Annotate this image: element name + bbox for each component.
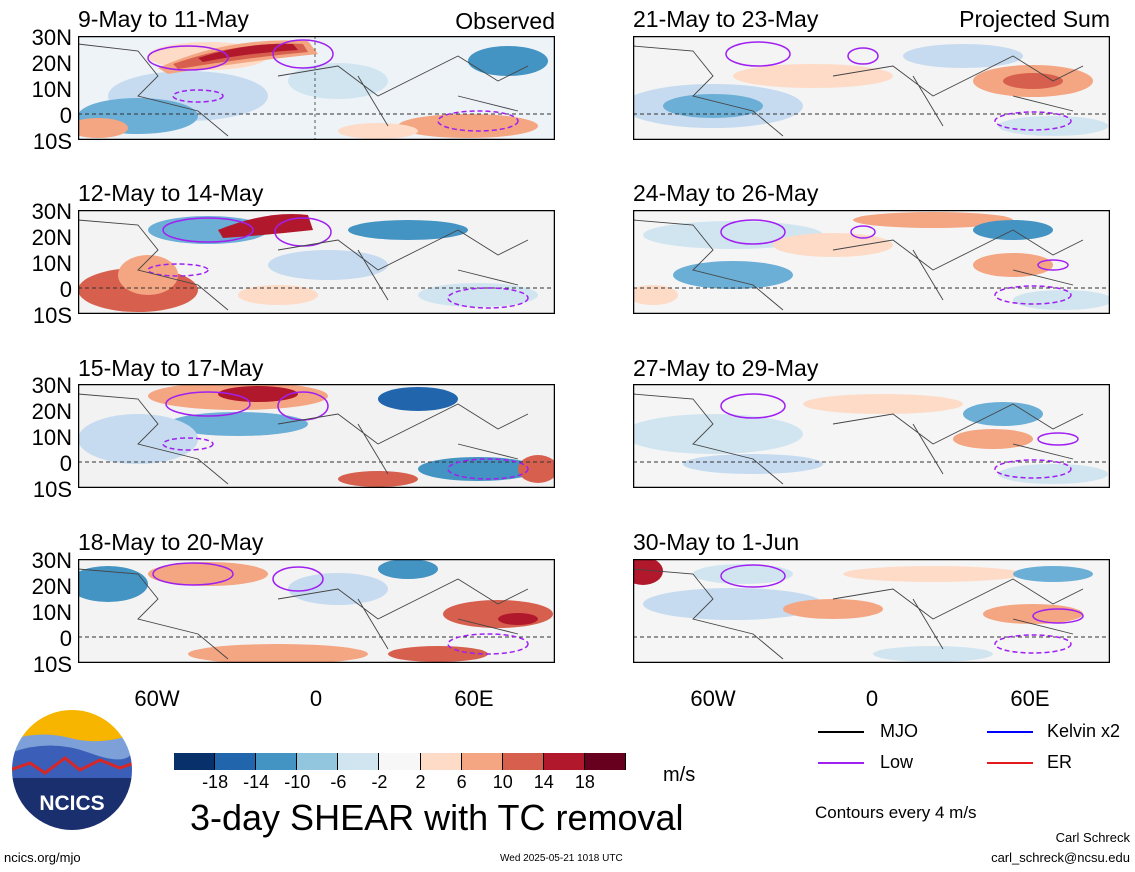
- lat-label: 10N: [31, 251, 72, 276]
- lat-label: 0: [59, 277, 72, 302]
- lon-label: 0: [865, 686, 879, 711]
- colorbar: -18 -14 -10 -6 -2 2 6 10 14 18: [174, 753, 626, 799]
- lat-label: 10N: [31, 425, 72, 450]
- lat-label: 10S: [32, 129, 72, 154]
- colorbar-tick-label: 6: [456, 772, 467, 792]
- lat-label: 0: [59, 103, 72, 128]
- lat-label: 10S: [32, 652, 72, 677]
- lat-label: 0: [59, 626, 72, 651]
- colorbar-cell: [584, 753, 626, 770]
- lat-label: 20N: [31, 225, 72, 250]
- panel-7: [633, 384, 1110, 488]
- colorbar-cell: [502, 753, 544, 770]
- lat-label: 0: [59, 451, 72, 476]
- shear-map-5: [633, 36, 1110, 140]
- colorbar-units: m/s: [663, 764, 696, 786]
- lon-label: 60E: [1010, 686, 1050, 711]
- footer-author: Carl Schreck: [1055, 830, 1130, 845]
- panel-6-title: 24-May to 26-May: [633, 180, 819, 206]
- footer-timestamp: Wed 2025-05-21 1018 UTC: [500, 853, 623, 864]
- panel-2: [78, 210, 555, 314]
- panel-1-title: 9-May to 11-May: [78, 6, 249, 32]
- lat-label: 30N: [31, 548, 72, 573]
- panel-1-label: Observed: [455, 8, 555, 34]
- logo-text: NCICS: [39, 792, 104, 815]
- lat-label: 30N: [31, 199, 72, 224]
- lon-label: 60W: [134, 686, 180, 711]
- figure-title: 3-day SHEAR with TC removal: [190, 797, 684, 838]
- lat-label: 30N: [31, 373, 72, 398]
- lat-label: 10N: [31, 600, 72, 625]
- colorbar-cell: [420, 753, 462, 770]
- colorbar-tick-label: 2: [415, 772, 426, 792]
- colorbar-tick-label: -18: [202, 772, 229, 792]
- contour-note: Contours every 4 m/s: [815, 803, 977, 822]
- lat-label: 20N: [31, 574, 72, 599]
- shear-map-4: [78, 559, 555, 663]
- panel-8-title: 30-May to 1-Jun: [633, 529, 800, 555]
- colorbar-tick-label: -2: [371, 772, 388, 792]
- panel-7-title: 27-May to 29-May: [633, 355, 819, 381]
- footer-email[interactable]: carl_schreck@ncsu.edu: [991, 850, 1130, 865]
- lon-label: 60W: [690, 686, 736, 711]
- panel-3: [78, 384, 555, 488]
- panel-5-label: Projected Sum: [959, 6, 1110, 32]
- panel-6: [633, 210, 1110, 314]
- panel-4-title: 18-May to 20-May: [78, 529, 264, 555]
- panel-4: [78, 559, 555, 663]
- legend-er-label: ER: [1047, 752, 1073, 772]
- shear-map-2: [78, 210, 555, 314]
- legend-mjo-label: MJO: [880, 721, 918, 741]
- legend-kelvin-line: [987, 731, 1033, 733]
- colorbar-cell: [379, 753, 421, 770]
- panel-3-title: 15-May to 17-May: [78, 355, 264, 381]
- panel-8: [633, 559, 1110, 663]
- colorbar-cell: [256, 753, 298, 770]
- colorbar-tick-label: 18: [574, 772, 595, 792]
- shear-map-7: [633, 384, 1110, 488]
- panel-2-title: 12-May to 14-May: [78, 180, 264, 206]
- shear-map-6: [633, 210, 1110, 314]
- legend-er-line: [987, 762, 1033, 764]
- colorbar-cell: [174, 753, 216, 770]
- lat-label: 30N: [31, 25, 72, 50]
- lat-label: 10S: [32, 477, 72, 502]
- shear-map-8: [633, 559, 1110, 663]
- colorbar-cell: [461, 753, 503, 770]
- colorbar-tick-label: -10: [284, 772, 311, 792]
- lon-label: 0: [309, 686, 323, 711]
- colorbar-cell: [543, 753, 585, 770]
- footer-url[interactable]: ncics.org/mjo: [4, 850, 81, 865]
- colorbar-cell: [338, 753, 380, 770]
- lon-label: 60E: [454, 686, 494, 711]
- legend-kelvin-label: Kelvin x2: [1047, 721, 1121, 741]
- panel-1: [78, 36, 555, 140]
- lat-label: 20N: [31, 51, 72, 76]
- shear-map-1: [78, 36, 555, 140]
- ncics-logo: NCICS: [10, 708, 134, 832]
- lat-label: 10N: [31, 77, 72, 102]
- colorbar-tick-label: -14: [243, 772, 270, 792]
- panel-5-title: 21-May to 23-May: [633, 6, 819, 32]
- colorbar-tick-label: 10: [492, 772, 513, 792]
- colorbar-tick-label: 14: [533, 772, 554, 792]
- legend-mjo-line: [818, 731, 864, 733]
- legend-low-label: Low: [880, 752, 914, 772]
- colorbar-cell: [215, 753, 257, 770]
- lat-label: 10S: [32, 303, 72, 328]
- colorbar-cell: [297, 753, 339, 770]
- panel-5: [633, 36, 1110, 140]
- shear-map-3: [78, 384, 555, 488]
- lat-label: 20N: [31, 399, 72, 424]
- colorbar-tick-label: -6: [330, 772, 347, 792]
- legend-low-line: [818, 762, 864, 764]
